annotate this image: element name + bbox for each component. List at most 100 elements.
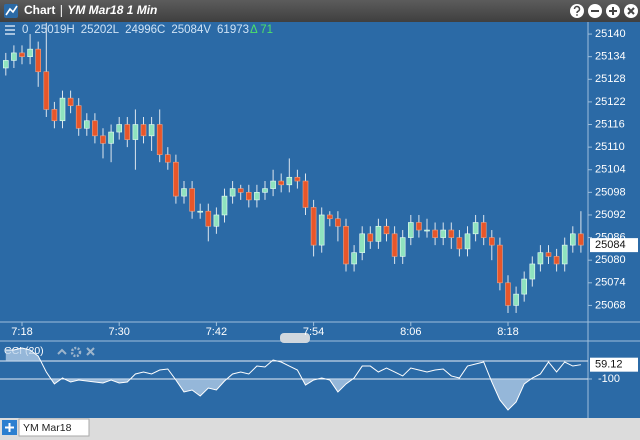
x-tick-label: 8:06 [400,326,421,338]
info-value: 25084V [171,24,211,36]
candle-body [59,97,66,122]
candle-body [213,214,220,227]
candle-body [197,210,203,213]
info-value: 25202L [81,24,120,36]
candle-body [2,60,9,69]
last-value-label: 59.12 [595,359,623,371]
candle-body [326,214,333,220]
last-value-box [590,357,638,372]
candle-body [513,293,519,306]
y-tick-label: 25098 [595,186,626,198]
y-tick-label: 25080 [595,254,626,266]
candle-body [254,192,260,201]
candle-body [335,218,341,227]
candle-body [553,256,560,265]
y-tick-label: 25068 [595,299,626,311]
candle-body [399,237,406,257]
candle-body [165,154,171,163]
candle-body [270,180,276,189]
candle-body [448,229,455,238]
candle-body [318,214,325,246]
x-tick-label: 8:18 [497,326,518,338]
candle-body [100,135,106,144]
menu-icon[interactable] [5,25,15,35]
candle-body [108,131,114,144]
candle-body [302,180,309,208]
cci-line [5,347,581,411]
candle-body [286,176,293,186]
candle-body [92,120,98,137]
candle-body [456,237,463,250]
info-value: 61973 [217,24,249,36]
add-tab-button[interactable] [2,420,17,435]
candle-body [545,252,552,257]
panel-resize-handle[interactable] [280,333,310,343]
candle-body [11,52,17,61]
candle-body [359,233,366,253]
minimize-button[interactable] [588,4,602,18]
y-tick-label: 25074 [595,277,626,289]
close-button[interactable] [624,4,638,18]
tab-bar [0,418,640,440]
y-tick-label: 25140 [595,28,626,40]
window-subtitle: YM Mar18 1 Min [67,3,157,17]
candle-body [351,252,357,265]
x-tick-label: 7:18 [11,326,32,338]
y-tick-label: 25104 [595,164,626,176]
candle-body [472,222,479,235]
candle-body [181,188,187,197]
candle-body [480,222,487,238]
candle-body [375,225,382,242]
candle-body [569,233,576,246]
cci-fill-low [5,379,581,410]
candle-body [237,188,244,193]
info-value: 25019H [34,24,74,36]
app-icon [4,4,18,18]
last-price-label: 25084 [595,239,626,251]
candle-body [148,124,155,137]
last-price-box [590,238,638,253]
y-tick-label: 25110 [595,141,625,153]
candle-body [221,195,228,216]
candle-body [229,188,236,197]
candle-body [367,233,374,242]
tab[interactable] [18,418,90,437]
candle-body [173,161,179,197]
candle-body [51,109,58,122]
candle-body [278,180,285,186]
candle-body [19,52,25,57]
candle-body [156,124,163,155]
y-tick-label: 25092 [595,209,626,221]
candle-body [262,188,268,193]
candle-body [43,71,50,110]
candle-body [67,97,74,106]
y-tick-label: 25116 [595,118,625,130]
help-button[interactable] [570,4,584,18]
maximize-button[interactable] [606,4,620,18]
candle-body [84,120,90,129]
candle-body [75,105,82,129]
x-tick-label: 7:42 [206,326,227,338]
candle-body [432,229,438,238]
candle-body [205,210,212,227]
candle-body [124,124,131,140]
candle-body [505,282,511,306]
candle-body [140,124,147,137]
y-tick-label: -100 [598,373,620,385]
candle-body [246,192,252,201]
candle-body [189,188,195,212]
candle-body [497,244,503,284]
window-title: Chart [24,3,55,17]
candle-body [578,233,584,246]
candle-body [407,222,414,238]
candle-body [529,263,536,280]
title-bar [0,0,640,22]
tab-label[interactable]: YM Mar18 [23,422,72,434]
candle-body [488,237,495,246]
candle-body [132,124,139,140]
candle-body [424,229,430,232]
candle-body [383,225,390,235]
candle-body [343,225,349,265]
